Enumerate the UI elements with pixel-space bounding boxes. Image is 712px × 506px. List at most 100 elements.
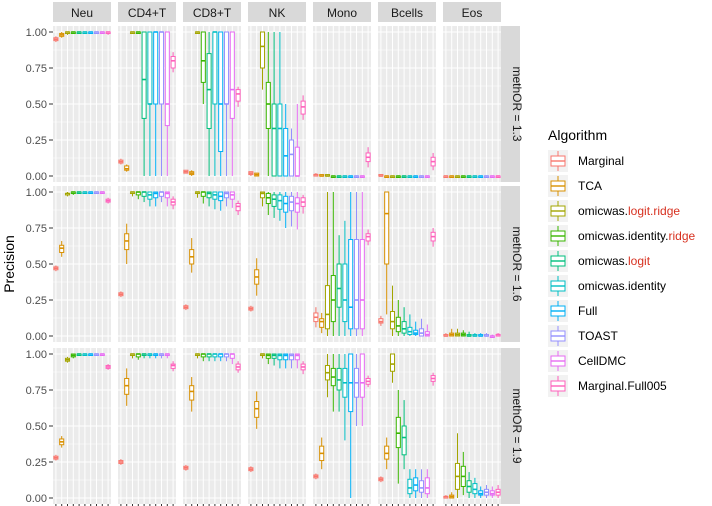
box-body	[141, 31, 147, 119]
box-Full	[478, 333, 484, 337]
box-omicwas.logit	[76, 31, 82, 34]
box-TCA	[254, 391, 260, 429]
y-tick-label: 1.00	[26, 187, 47, 199]
box-body	[401, 321, 407, 334]
box-body	[389, 311, 396, 330]
box-TCA	[124, 223, 130, 264]
box-omicwas.logit.ridge	[454, 328, 461, 337]
box-TOAST	[418, 318, 425, 337]
box-Marginal.Full005	[495, 485, 501, 498]
box-omicwas.logit.ridge	[259, 353, 266, 359]
legend-label-main: Marginal	[578, 154, 624, 168]
box-omicwas.logit.ridge	[64, 356, 71, 363]
row-strip	[498, 26, 520, 182]
legend-label-main: omicwas.identity	[578, 279, 666, 293]
box-TCA	[59, 436, 65, 448]
box-omicwas.identity	[342, 354, 348, 441]
box-body	[384, 191, 390, 265]
legend-item: omicwas.logit.ridge	[548, 200, 680, 222]
legend-item: Full	[548, 300, 597, 322]
legend-item: omicwas.identity.ridge	[548, 225, 695, 247]
box-TOAST	[288, 128, 295, 177]
legend-item: CellDMC	[548, 350, 626, 372]
legend-title: Algorithm	[548, 127, 607, 143]
box-CellDMC	[164, 31, 170, 176]
box-TOAST	[158, 191, 165, 203]
box-Marginal.Full005	[300, 361, 306, 375]
box-Marginal.Full005	[300, 95, 306, 120]
box-omicwas.logit	[271, 192, 277, 218]
box-omicwas.identity	[277, 192, 283, 221]
box-omicwas.identity	[472, 333, 478, 337]
box-omicwas.identity	[147, 353, 153, 359]
box-omicwas.logit.ridge	[64, 31, 71, 35]
box-omicwas.logit.ridge	[389, 353, 396, 383]
box-Marginal	[183, 464, 189, 471]
box-omicwas.identity	[407, 469, 413, 498]
row-strip	[498, 186, 520, 342]
column-strip-label: Bcells	[391, 6, 423, 20]
y-tick-label: 0.00	[26, 171, 47, 183]
box-TOAST	[223, 353, 230, 362]
box-Marginal	[53, 265, 59, 272]
box-Marginal.Full005	[300, 194, 306, 214]
box-Full	[348, 353, 354, 498]
legend-item: Marginal.Full005	[548, 375, 667, 397]
box-omicwas.identity.ridge	[200, 31, 206, 104]
box-omicwas.logit	[466, 331, 472, 337]
box-omicwas.identity.ridge	[395, 300, 401, 336]
box-Full	[413, 321, 419, 336]
box-TOAST	[418, 175, 425, 178]
box-Marginal.Full005	[430, 152, 436, 171]
box-Full	[348, 192, 354, 336]
box-Marginal.Full005	[365, 375, 371, 388]
y-tick-label: 1.00	[26, 27, 47, 39]
box-body	[271, 194, 277, 207]
y-axis-ticks: 0.00 0.25 0.50 0.75 1.00 0.00 0.25 0.50 0.75 1.00…	[26, 27, 53, 505]
box-body	[212, 31, 218, 105]
y-tick-label: 0.25	[26, 457, 47, 469]
box-TCA	[189, 377, 195, 412]
box-Marginal.Full005	[365, 229, 371, 246]
box-Marginal.Full005	[430, 372, 436, 386]
box-TCA	[319, 437, 325, 470]
facet-panel	[248, 348, 306, 506]
box-CellDMC	[229, 31, 235, 176]
box-omicwas.logit.ridge	[324, 174, 331, 177]
facet-panel	[183, 186, 241, 342]
box-omicwas.identity	[212, 353, 218, 362]
box-omicwas.logit	[206, 353, 212, 362]
box-omicwas.identity	[147, 31, 153, 176]
box-TOAST	[158, 353, 165, 359]
box-body	[170, 55, 176, 69]
box-omicwas.identity.ridge	[460, 175, 466, 178]
facet-panel	[378, 26, 436, 182]
legend-label-main: omicwas.	[578, 254, 628, 268]
box-TOAST	[288, 192, 295, 227]
facet-panel	[248, 26, 306, 182]
y-tick-label: 0.75	[26, 63, 47, 75]
facet-panel	[248, 186, 306, 342]
box-TOAST	[418, 469, 425, 498]
facet-panel	[443, 186, 501, 342]
box-omicwas.logit.ridge	[259, 191, 266, 207]
box-body	[153, 31, 159, 105]
column-strip-label: CD8+T	[193, 6, 232, 20]
box-body	[235, 89, 241, 102]
box-CellDMC	[294, 192, 300, 230]
legend-label: Full	[578, 304, 597, 318]
box-omicwas.logit	[466, 472, 472, 498]
box-Marginal	[183, 169, 189, 174]
box-TOAST	[483, 485, 490, 498]
box-omicwas.logit	[76, 191, 82, 194]
box-body	[277, 194, 283, 210]
y-tick-label: 0.25	[26, 295, 47, 307]
box-TOAST	[288, 353, 295, 369]
box-TCA	[189, 238, 195, 273]
column-strip-label: CD4+T	[128, 6, 167, 20]
box-omicwas.identity.ridge	[330, 354, 336, 412]
box-TCA	[254, 258, 260, 296]
box-TOAST	[93, 353, 100, 356]
box-body	[294, 353, 300, 361]
column-strip-label: Neu	[71, 6, 93, 20]
